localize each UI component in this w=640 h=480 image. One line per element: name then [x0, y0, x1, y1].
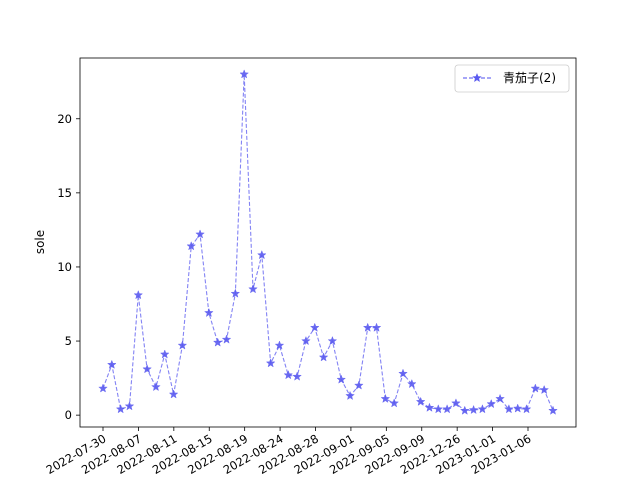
data-point	[433, 404, 444, 414]
data-point	[221, 334, 232, 344]
y-axis: 0 5 10 15 20	[57, 112, 80, 422]
plot-frame	[79, 57, 577, 428]
data-point	[283, 370, 294, 380]
x-axis: 2022-07-302022-08-072022-08-112022-08-15…	[44, 427, 534, 477]
data-point	[177, 340, 188, 350]
data-point	[106, 359, 117, 369]
data-point	[380, 393, 391, 403]
data-point	[521, 404, 532, 414]
data-point	[204, 307, 214, 318]
legend-label: 青茄子(2)	[503, 71, 556, 85]
data-point	[336, 374, 347, 384]
data-point	[309, 322, 320, 332]
legend-box	[454, 64, 570, 93]
data-point	[133, 289, 144, 300]
data-point	[442, 404, 452, 414]
legend-marker-icon	[472, 72, 482, 83]
data-point	[539, 384, 550, 395]
data-point	[354, 380, 364, 390]
data-point	[239, 69, 250, 79]
y-tick-label: 10	[57, 260, 72, 274]
data-point	[256, 249, 267, 260]
data-point	[371, 322, 382, 332]
data-point	[406, 378, 417, 389]
data-point	[142, 364, 152, 374]
y-tick-label: 20	[57, 112, 72, 126]
data-point	[495, 393, 505, 403]
data-point	[486, 398, 497, 409]
data-point	[159, 349, 170, 359]
data-point	[327, 335, 338, 346]
data-point	[168, 389, 179, 399]
data-point	[548, 405, 558, 415]
data-point	[362, 322, 373, 332]
data-point	[345, 390, 355, 401]
data-point	[398, 368, 408, 378]
y-tick-label: 15	[57, 186, 72, 200]
plot-marks	[98, 69, 558, 415]
data-point	[292, 371, 302, 381]
data-point	[477, 404, 488, 414]
data-point	[468, 404, 479, 415]
series-line	[102, 74, 554, 412]
data-point	[424, 402, 435, 412]
y-axis-label: sole	[33, 230, 47, 254]
y-tick-label: 5	[65, 334, 72, 348]
legend: 青茄子(2)	[454, 64, 570, 93]
y-tick-label: 0	[65, 408, 72, 422]
data-point	[98, 383, 108, 393]
data-point	[124, 401, 135, 411]
data-point	[451, 398, 461, 408]
data-point	[530, 383, 541, 393]
data-point	[301, 335, 311, 346]
data-point	[512, 403, 523, 413]
data-point	[230, 288, 241, 298]
data-point	[265, 358, 276, 368]
data-point	[389, 398, 400, 408]
data-point	[504, 404, 514, 414]
data-point	[248, 284, 258, 294]
data-point	[318, 352, 329, 362]
data-point	[459, 405, 470, 415]
data-point	[212, 337, 223, 347]
data-point	[415, 396, 426, 406]
data-point	[115, 404, 126, 414]
data-point	[274, 340, 285, 350]
data-point	[151, 381, 161, 392]
data-point	[186, 241, 197, 251]
data-point	[195, 229, 205, 239]
